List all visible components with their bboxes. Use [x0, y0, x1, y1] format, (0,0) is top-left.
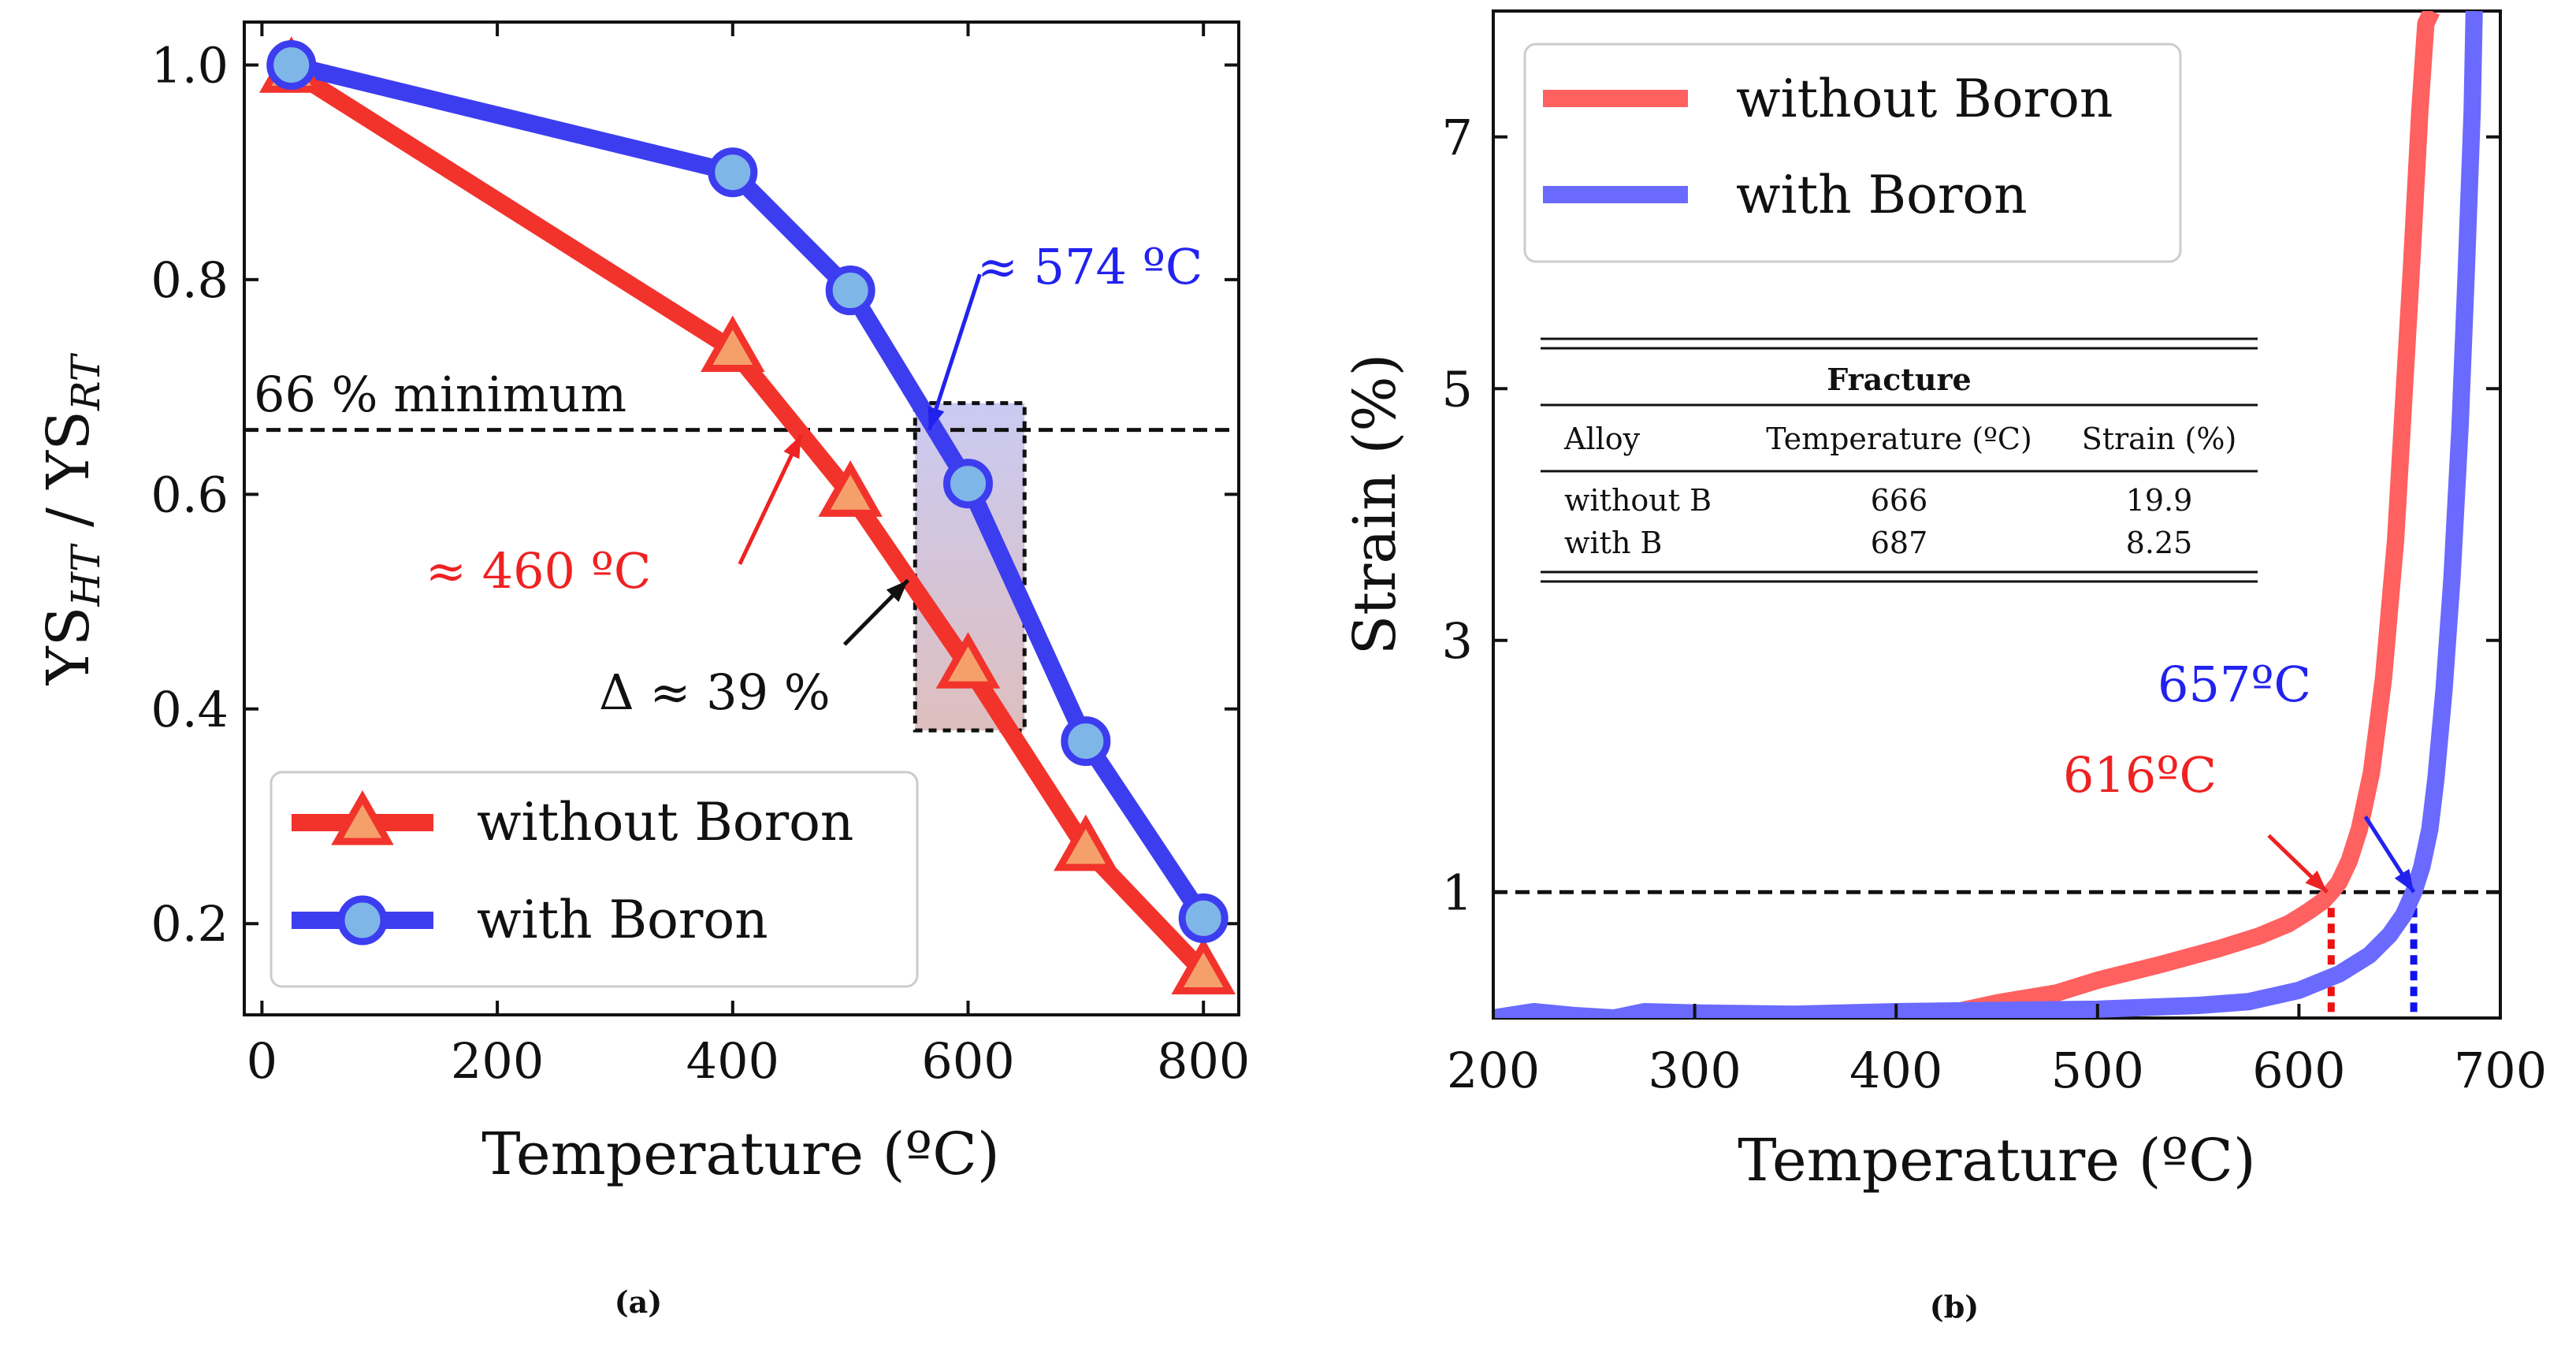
y-tick-label: 0.6 — [151, 466, 229, 523]
data-point-with-boron — [708, 147, 758, 198]
data-point-without-boron — [935, 632, 1001, 689]
chart-a-annotation-460: ≈ 460 ºC — [426, 542, 651, 600]
chart-a: 0 200 400 600 800 0.2 0.4 0.6 0.8 1.0 66 % minimu… — [35, 20, 1250, 1320]
chart-a-x-axis-title: Temperature (ºC) — [481, 1120, 999, 1188]
data-point-with-boron — [266, 39, 317, 90]
chart-b-arrow-0-head — [2394, 868, 2414, 893]
data-point-without-boron — [818, 460, 883, 517]
table-cell: with B — [1564, 526, 1662, 560]
chart-a-legend: without Boron with Boron — [269, 771, 919, 988]
chart-a-legend-label-with: with Boron — [477, 890, 768, 950]
x-tick-label: 0 — [247, 1032, 277, 1090]
y-tick-label: 1 — [1442, 864, 1473, 921]
chart-a-ylabel-sub2: RT — [63, 352, 109, 411]
chart-a-annotation-574: ≈ 574 ºC — [977, 238, 1203, 295]
chart-a-arrow-1-shaft — [738, 434, 803, 565]
chart-a-legend-label-without: without Boron — [477, 792, 853, 853]
data-point-with-boron — [825, 266, 875, 316]
chart-b-annotation-657: 657ºC — [2158, 656, 2311, 713]
table-header-alloy: Alloy — [1563, 422, 1641, 456]
table-header-strain: Strain (%) — [2082, 422, 2237, 456]
data-point-with-boron — [1061, 716, 1111, 767]
data-point-with-boron — [1178, 893, 1229, 943]
table-cell: 687 — [1871, 526, 1928, 560]
chart-b-y-axis-title: Strain (%) — [1341, 354, 1409, 656]
x-tick-label: 600 — [921, 1032, 1014, 1090]
y-tick-label: 3 — [1442, 612, 1473, 670]
chart-a-annotation-delta: Δ ≈ 39 % — [599, 663, 831, 721]
chart-b-arrow-1-head — [2305, 870, 2328, 893]
y-tick-label: 0.4 — [151, 681, 229, 738]
chart-b-legend: without Boron with Boron — [1523, 43, 2182, 263]
chart-a-ylabel-mid: / YS — [35, 411, 102, 546]
chart-a-ylabel-sub1: HT — [63, 543, 109, 607]
table-cell: 19.9 — [2126, 483, 2193, 518]
chart-b: 200 300 400 500 600 700 1 3 5 7 657ºC 616ºC Tempe… — [1341, 9, 2547, 1325]
x-tick-label: 700 — [2454, 1042, 2547, 1099]
data-point-without-boron — [701, 315, 765, 372]
x-tick-label: 400 — [686, 1032, 779, 1090]
chart-a-legend-marker-with — [337, 895, 388, 946]
y-tick-label: 1.0 — [151, 36, 229, 94]
chart-a-caption: (a) — [615, 1284, 663, 1320]
chart-a-arrow-2-head — [886, 580, 909, 602]
x-tick-label: 500 — [2051, 1042, 2144, 1099]
data-point-without-boron — [1054, 814, 1118, 871]
chart-a-arrow-0-head — [927, 406, 945, 430]
data-point-without-boron — [1171, 938, 1236, 995]
x-tick-label: 800 — [1157, 1032, 1250, 1090]
chart-a-threshold-label: 66 % minimum — [254, 366, 626, 423]
series-line-1 — [289, 56, 1211, 923]
chart-a-legend-marker-without — [331, 790, 394, 845]
table-title: Fracture — [1827, 362, 1971, 397]
chart-b-annotation-616: 616ºC — [2063, 746, 2217, 804]
y-tick-label: 5 — [1442, 360, 1473, 418]
chart-b-x-axis-title: Temperature (ºC) — [1738, 1127, 2255, 1195]
x-tick-label: 200 — [1447, 1042, 1540, 1099]
y-tick-label: 0.8 — [151, 251, 229, 309]
chart-a-arrow-0-shaft — [927, 273, 982, 431]
chart-b-caption: (b) — [1930, 1289, 1979, 1325]
chart-b-legend-label-without: without Boron — [1736, 69, 2113, 129]
chart-a-arrow-1-head — [783, 435, 801, 459]
chart-b-legend-label-with: with Boron — [1736, 165, 2028, 225]
table-header-temperature: Temperature (ºC) — [1766, 422, 2032, 456]
chart-b-legend-frame — [1523, 43, 2182, 263]
x-tick-label: 300 — [1648, 1042, 1741, 1099]
y-tick-label: 0.2 — [151, 895, 229, 953]
x-tick-label: 200 — [451, 1032, 544, 1090]
chart-a-y-axis-title: YSHT / YSRT — [35, 352, 109, 686]
x-tick-label: 400 — [1849, 1042, 1942, 1099]
y-tick-label: 7 — [1442, 109, 1473, 166]
table-cell: without B — [1564, 483, 1712, 518]
table-cell: 8.25 — [2126, 526, 2193, 560]
chart-b-inset-table: Fracture Alloy Temperature (ºC) Strain (… — [1541, 337, 2258, 583]
table-cell: 666 — [1871, 483, 1928, 518]
data-point-with-boron — [942, 459, 993, 509]
x-tick-label: 600 — [2252, 1042, 2345, 1099]
chart-a-plot-frame — [243, 20, 1240, 1016]
chart-a-ylabel-main: YS — [35, 607, 102, 686]
series-line-1 — [1493, 11, 2483, 1018]
